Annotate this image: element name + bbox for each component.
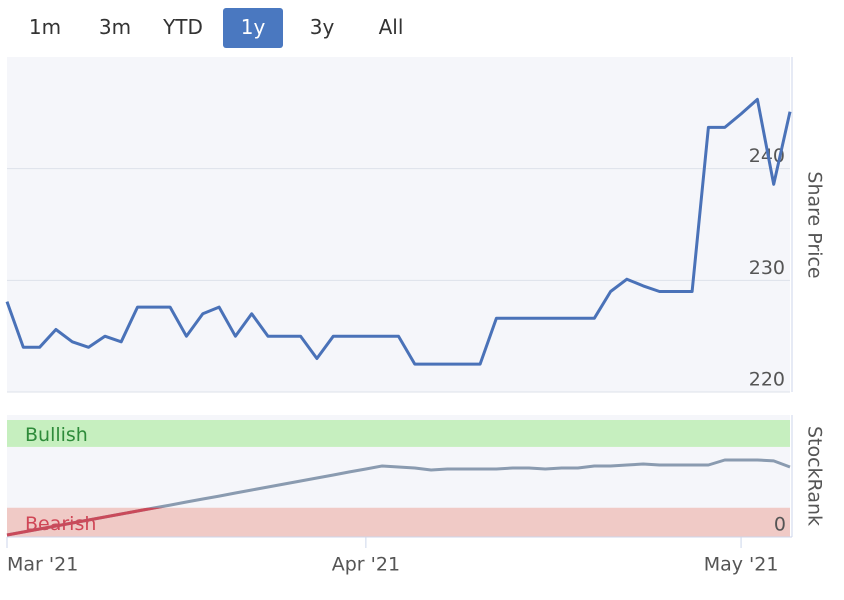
- x-tick-label: May '21: [704, 554, 779, 576]
- y-axis-title: StockRank: [804, 426, 826, 526]
- range-button[interactable]: YTD: [163, 15, 203, 39]
- line-low: [6, 507, 164, 537]
- range-selector: 1m 3m YTD 1y 3y All: [0, 8, 844, 48]
- y-tick-label: 0: [774, 514, 786, 536]
- band: [7, 420, 790, 447]
- line: [5, 97, 792, 366]
- y-tick-label: 230: [749, 257, 785, 279]
- x-tick-label: Mar '21: [7, 554, 78, 576]
- range-button[interactable]: 1m: [28, 15, 62, 39]
- range-button[interactable]: 1y: [223, 8, 283, 48]
- x-tick-label: Apr '21: [332, 554, 400, 576]
- band-label: Bullish: [25, 424, 88, 446]
- range-button[interactable]: All: [378, 15, 404, 39]
- plot-background: [7, 57, 790, 392]
- y-tick-label: 220: [749, 369, 785, 391]
- band: [7, 507, 790, 537]
- range-button[interactable]: 3y: [309, 15, 335, 39]
- y-axis-title: Share Price: [804, 171, 826, 278]
- range-button[interactable]: 3m: [98, 15, 132, 39]
